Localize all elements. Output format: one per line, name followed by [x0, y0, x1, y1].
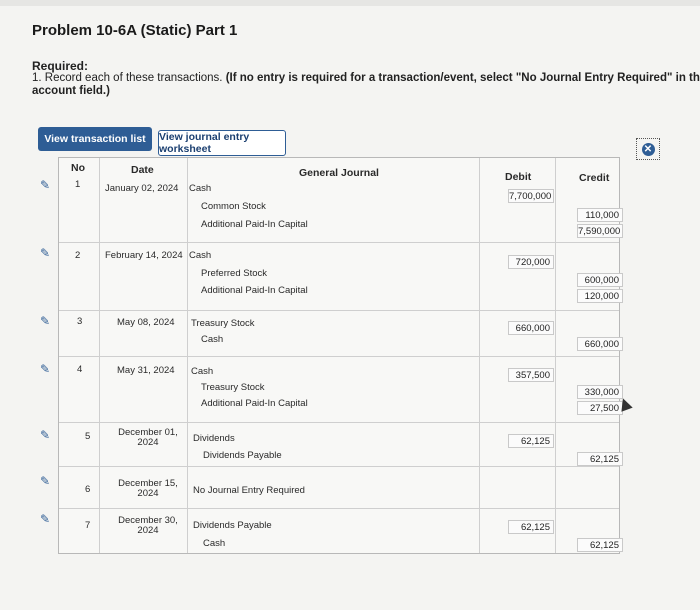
debit-amount: 62,125	[508, 520, 554, 534]
account-name: Additional Paid-In Capital	[201, 285, 308, 296]
entry-date: February 14, 2024	[105, 250, 183, 261]
row-divider	[59, 242, 619, 243]
entry-number: 6	[85, 484, 91, 495]
entry-date: January 02, 2024	[105, 183, 179, 194]
account-name: Cash	[201, 334, 224, 345]
account-name: Dividends Payable	[193, 520, 272, 531]
credit-amount: 660,000	[577, 337, 623, 351]
account-name: Treasury Stock	[201, 382, 265, 393]
account-name: Additional Paid-In Capital	[201, 219, 308, 230]
credit-amount: 330,000	[577, 385, 623, 399]
account-name: Cash	[191, 366, 214, 377]
instruction-number: 1. Record each of these transactions.	[32, 72, 223, 84]
entry-date-line: 2024	[137, 525, 159, 536]
debit-amount: 660,000	[508, 321, 554, 335]
credit-amount: 7,590,000	[577, 224, 623, 238]
credit-amount: 62,125	[577, 538, 623, 552]
column-divider	[479, 158, 480, 553]
debit-amount: 7,700,000	[508, 189, 554, 203]
edit-pencil-icon[interactable]: ✎	[39, 512, 51, 526]
entry-date-line: December 01,	[118, 427, 178, 438]
instruction-text: 1. Record each of these transactions. (I…	[32, 72, 700, 85]
account-name: No Journal Entry Required	[193, 485, 305, 496]
instruction-note: (If no entry is required for a transacti…	[225, 72, 700, 84]
mouse-cursor-icon	[617, 396, 633, 412]
edit-pencil-icon[interactable]: ✎	[39, 428, 51, 442]
entry-number: 1	[75, 179, 81, 190]
debit-amount: 720,000	[508, 255, 554, 269]
entry-date-line: 2024	[137, 488, 159, 499]
credit-amount: 62,125	[577, 452, 623, 466]
account-name: Dividends	[193, 433, 235, 444]
credit-amount: 600,000	[577, 273, 623, 287]
debit-amount: 357,500	[508, 368, 554, 382]
instruction-continuation: account field.)	[32, 85, 110, 97]
general-journal-table: No Date General Journal Debit Credit 1 J…	[58, 157, 623, 554]
row-divider	[59, 310, 619, 311]
entry-number: 4	[77, 364, 83, 375]
entry-number: 2	[75, 250, 81, 261]
account-name: Cash	[189, 183, 212, 194]
column-divider	[555, 158, 556, 553]
close-button[interactable]: ✕	[636, 138, 660, 160]
entry-date: May 08, 2024	[117, 317, 175, 328]
entry-date: December 15, 2024	[117, 479, 179, 499]
edit-pencil-icon[interactable]: ✎	[39, 178, 51, 192]
entry-number: 7	[85, 520, 91, 531]
header-no: No	[71, 162, 85, 174]
account-name: Common Stock	[201, 201, 266, 212]
credit-amount: 110,000	[577, 208, 623, 222]
entry-date-line: 2024	[137, 437, 159, 448]
entry-date: December 30, 2024	[117, 516, 179, 536]
credit-amount: 120,000	[577, 289, 623, 303]
entry-number: 5	[85, 431, 91, 442]
row-divider	[59, 508, 619, 509]
entry-date-line: December 30,	[118, 515, 178, 526]
header-general-journal: General Journal	[299, 167, 379, 179]
edit-pencil-icon[interactable]: ✎	[39, 362, 51, 376]
account-name: Cash	[189, 250, 212, 261]
header-debit: Debit	[505, 171, 532, 183]
page-title: Problem 10-6A (Static) Part 1	[32, 22, 238, 39]
debit-amount: 62,125	[508, 434, 554, 448]
row-divider	[59, 466, 619, 467]
account-name: Additional Paid-In Capital	[201, 398, 308, 409]
view-transaction-list-button[interactable]: View transaction list	[38, 127, 152, 151]
close-icon: ✕	[641, 142, 655, 156]
header-credit: Credit	[579, 172, 610, 184]
edit-pencil-icon[interactable]: ✎	[39, 246, 51, 260]
account-name: Cash	[203, 538, 226, 549]
edit-pencil-icon[interactable]: ✎	[39, 474, 51, 488]
account-name: Treasury Stock	[191, 318, 255, 329]
header-date: Date	[131, 164, 154, 176]
credit-amount: 27,500	[577, 401, 623, 415]
account-name: Preferred Stock	[201, 268, 267, 279]
row-divider	[59, 422, 619, 423]
entry-number: 3	[77, 316, 83, 327]
entry-date: May 31, 2024	[117, 365, 175, 376]
entry-date: December 01, 2024	[117, 428, 179, 448]
edit-pencil-icon[interactable]: ✎	[39, 314, 51, 328]
view-journal-entry-worksheet-button[interactable]: View journal entry worksheet	[158, 130, 286, 156]
required-heading: Required:	[32, 59, 89, 73]
account-name: Dividends Payable	[203, 450, 282, 461]
column-divider	[187, 158, 188, 553]
row-divider	[59, 356, 619, 357]
column-divider	[99, 158, 100, 553]
entry-date-line: December 15,	[118, 478, 178, 489]
top-rule	[0, 0, 700, 6]
